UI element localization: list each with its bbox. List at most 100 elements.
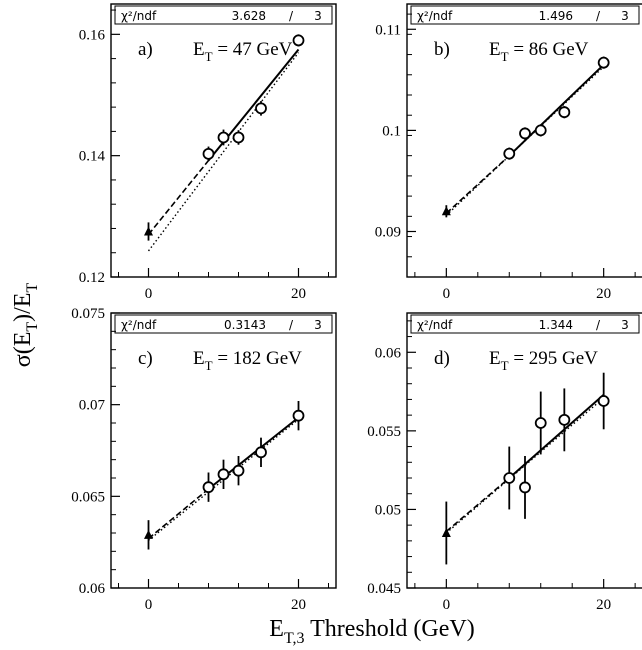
y-tick-label: 0.14 (79, 149, 106, 165)
panel-2: χ²/ndf 1.496 / 3 b) ET = 86 GeV 0.09 0.1 0.11 0 20 (375, 3, 642, 302)
ndf-value: 3 (621, 318, 629, 332)
chi2-value: 0.3143 (224, 318, 266, 332)
data-point (202, 147, 215, 160)
y-axis-title: σ(ET)/ET (10, 283, 41, 368)
ndf-value: 3 (621, 9, 629, 23)
data-point (292, 34, 305, 47)
triangle-point (144, 226, 153, 236)
x-tick-label: 20 (596, 597, 611, 613)
x-tick-label: 20 (596, 286, 611, 302)
data-point (519, 481, 531, 494)
y-axis-title-main: σ(E (10, 332, 36, 368)
data-point (503, 472, 516, 484)
triangle-point (441, 206, 451, 216)
data-point (202, 481, 215, 494)
plot-frame (110, 312, 337, 589)
stats-box: χ²/ndf 0.3143 / 3 (114, 314, 333, 334)
stats-box: χ²/ndf 1.344 / 3 (410, 314, 640, 334)
data-point (217, 468, 230, 481)
y-axis-title-rest: )/E (10, 293, 36, 322)
plot-frame (406, 3, 642, 278)
data-point (597, 395, 610, 407)
plot-frame (406, 312, 642, 589)
chi2-label: χ²/ndf (417, 318, 453, 332)
x-axis-title-sub: T,3 (284, 630, 305, 647)
y-axis-title-sub: T (24, 322, 41, 332)
energy-label-value: = 295 GeV (509, 348, 599, 369)
energy-label: ET = 295 GeV (489, 348, 598, 373)
chi2-slash: / (596, 9, 601, 23)
x-tick-label: 20 (291, 597, 306, 613)
chi2-slash: / (289, 318, 294, 332)
y-tick-label: 0.1 (382, 123, 401, 139)
energy-label-sub: T (501, 49, 509, 64)
y-tick-label: 0.075 (71, 306, 105, 322)
energy-label-value: = 182 GeV (213, 348, 303, 369)
ndf-value: 3 (314, 9, 322, 23)
chi2-value: 1.496 (539, 9, 573, 23)
fit-solid-line (508, 393, 605, 479)
fit-dotted-line (147, 52, 300, 252)
data-point (534, 417, 547, 429)
triangle-point (441, 528, 451, 537)
data-point (255, 102, 267, 115)
fit-dashed-line (147, 160, 210, 236)
data-point (519, 127, 531, 140)
panel-letter: d) (434, 348, 450, 369)
y-tick-label: 0.12 (79, 270, 105, 286)
y-tick-label: 0.045 (367, 581, 401, 597)
chi2-value: 1.344 (539, 318, 573, 332)
stats-box-border (410, 314, 640, 334)
panel-letter: c) (138, 348, 153, 369)
chi2-slash: / (596, 318, 601, 332)
fit-dashed-line (147, 488, 210, 540)
energy-label-main: E (489, 39, 501, 60)
chi2-label: χ²/ndf (121, 318, 157, 332)
data-point (597, 56, 610, 69)
energy-label-main: E (193, 39, 205, 60)
panel-4: χ²/ndf 1.344 / 3 d) ET = 295 GeV 0.045 0.05 0.05… (367, 312, 642, 613)
x-axis-title: ET,3 Threshold (GeV) (269, 616, 474, 647)
fit-solid-line (508, 63, 605, 157)
energy-label-sub: T (205, 358, 213, 373)
y-tick-label: 0.11 (375, 22, 401, 38)
y-tick-label: 0.055 (367, 424, 401, 440)
chi2-label: χ²/ndf (121, 9, 157, 23)
data-point (255, 446, 267, 459)
y-tick-label: 0.05 (375, 502, 401, 518)
data-point (232, 464, 245, 477)
x-tick-label: 0 (145, 597, 153, 613)
x-tick-label: 0 (443, 286, 451, 302)
data-point (292, 409, 305, 422)
panel-letter: b) (434, 39, 450, 60)
stats-box: χ²/ndf 1.496 / 3 (410, 5, 640, 25)
fit-dashed-line (445, 155, 510, 214)
x-tick-label: 0 (145, 286, 153, 302)
energy-label-main: E (489, 348, 501, 369)
energy-label-value: = 47 GeV (213, 39, 293, 60)
y-tick-label: 0.09 (375, 225, 401, 241)
fit-dotted-line (445, 397, 605, 534)
panel-letter: a) (138, 39, 153, 60)
y-tick-label: 0.07 (79, 398, 106, 414)
energy-label-main: E (193, 348, 205, 369)
fit-dashed-line (445, 477, 510, 533)
chi2-slash: / (289, 9, 294, 23)
chi2-value: 3.628 (232, 9, 266, 23)
stats-box-border (114, 5, 333, 25)
data-point (558, 413, 571, 426)
energy-label-sub: T (205, 49, 213, 64)
y-axis-title-sub2: T (24, 283, 41, 293)
triangle-point (144, 529, 153, 539)
x-axis-title-main: E (269, 616, 284, 642)
y-tick-label: 0.16 (79, 27, 106, 43)
fit-solid-line (207, 48, 300, 162)
y-tick-label: 0.065 (71, 489, 105, 505)
chi2-label: χ²/ndf (417, 9, 453, 23)
y-tick-label: 0.06 (79, 581, 106, 597)
energy-label: ET = 86 GeV (489, 39, 589, 64)
x-tick-label: 20 (291, 286, 306, 302)
data-point (503, 147, 516, 160)
x-axis-title-rest: Threshold (GeV) (305, 616, 475, 642)
